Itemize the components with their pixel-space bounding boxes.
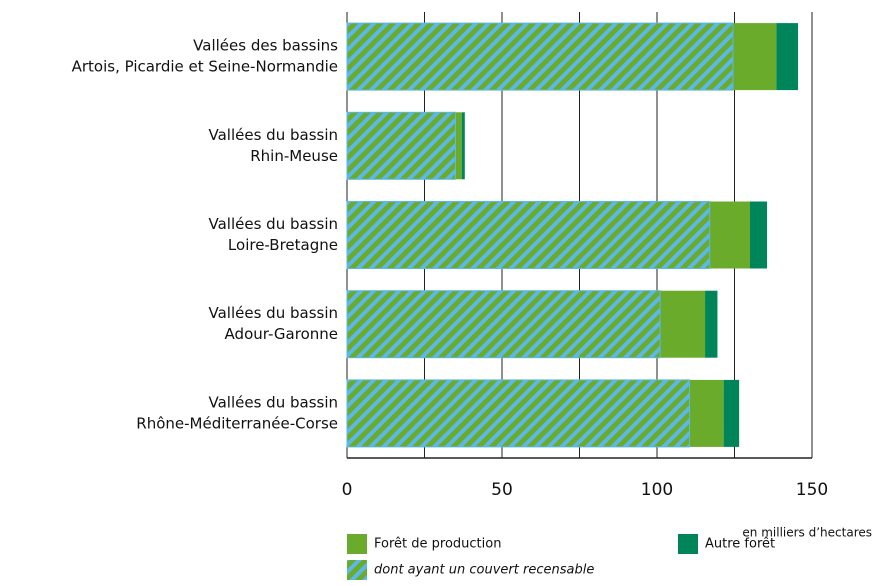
legend-swatch	[678, 534, 698, 554]
y-tick-label: Vallées du bassin	[209, 304, 338, 322]
legend-swatch	[347, 534, 367, 554]
legend-label: Forêt de production	[374, 537, 501, 552]
y-tick-label: Rhin-Meuse	[250, 147, 338, 165]
bar-segment	[346, 201, 711, 269]
bar-segment	[705, 290, 718, 358]
x-tick-label: 0	[342, 480, 353, 500]
y-tick-label: Adour-Garonne	[225, 325, 338, 343]
bar-segment	[346, 290, 661, 359]
y-tick-label: Loire-Bretagne	[228, 236, 338, 254]
y-tick-label: Vallées des bassins	[193, 37, 338, 55]
x-tick-label: 150	[796, 480, 828, 500]
x-axis-label: en milliers d’hectares	[742, 526, 872, 540]
y-tick-label: Vallées du bassin	[209, 126, 338, 144]
bar-segment	[346, 111, 456, 180]
bar-segment	[346, 22, 734, 91]
x-tick-label: 50	[491, 480, 513, 500]
bar-segment	[346, 379, 691, 448]
y-tick-label: Vallées du bassin	[209, 393, 338, 411]
bar-segment	[776, 23, 799, 91]
bar-segment	[461, 112, 465, 180]
y-tick-label: Artois, Picardie et Seine-Normandie	[72, 58, 338, 76]
y-tick-label: Vallées du bassin	[209, 215, 338, 233]
y-tick-label: Rhône-Méditerranée-Corse	[136, 414, 338, 432]
legend-swatch	[347, 560, 367, 580]
legend-label: dont ayant un couvert recensable	[374, 563, 594, 578]
bar-segment	[723, 379, 740, 447]
legend-label: Autre forêt	[705, 537, 775, 552]
x-tick-label: 100	[641, 480, 673, 500]
bar-segment	[750, 201, 768, 269]
